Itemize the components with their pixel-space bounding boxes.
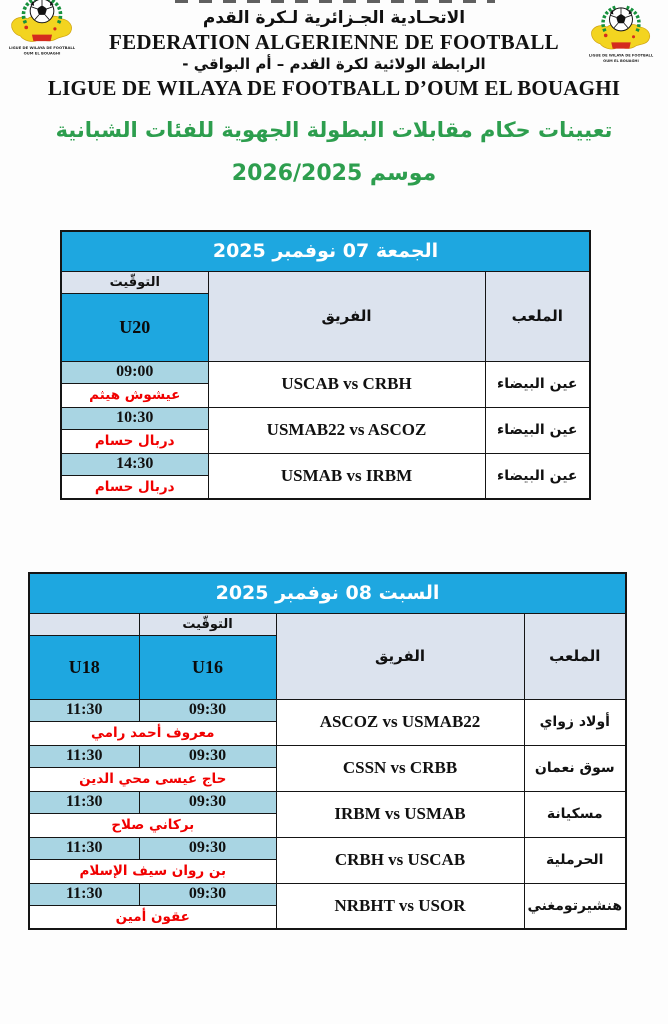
day-header: السبت 08 نوفمبر 2025 <box>28 572 627 614</box>
kickoff-time-cell: 10:30 <box>60 406 209 430</box>
table-row: 11:30 09:30 IRBM vs USMAB مسكيانة <box>28 790 627 838</box>
stadium-cell: عين البيضاء <box>484 360 591 408</box>
category-cell-u20: U20 <box>60 292 209 362</box>
table-row: 14:30 USMAB vs IRBM عين البيضاء <box>60 452 591 500</box>
federation-name-french: FEDERATION ALGERIENNE DE FOOTBALL <box>108 29 559 54</box>
referee-name-cell: عقون أمين <box>28 904 277 930</box>
table-row: 11:30 09:30 CSSN vs CRBB سوق نعمان <box>28 744 627 792</box>
federation-name-arabic: الاتحـادية الجـزائرية لـكرة القدم <box>202 8 466 28</box>
stadium-header-cell: الملعب <box>523 612 627 700</box>
kickoff-time-cell-u18: 11:30 <box>28 836 140 860</box>
table-row: حاج عيسى محي الدين <box>28 766 626 792</box>
stadium-cell: عين البيضاء <box>484 452 591 500</box>
match-cell: USMAB vs IRBM <box>207 452 486 500</box>
referee-name-cell: بن روان سيف الإسلام <box>28 858 277 884</box>
referee-name-cell: دربال حسام <box>60 428 209 454</box>
stadium-cell: عين البيضاء <box>484 406 591 454</box>
ligue-name-arabic: الرابطة الولائية لكرة القدم – أم البواقي… <box>182 55 486 74</box>
schedule-table-saturday: السبت 08 نوفمبر 2025 التوقّيت الفريق الم… <box>28 572 628 931</box>
referee-name-cell: عيشوش هيثم <box>60 382 209 408</box>
kickoff-time-cell-u18: 11:30 <box>28 744 140 768</box>
stadium-cell: هنشيرتومغني <box>523 882 627 930</box>
table-row: U20 <box>60 292 590 362</box>
table-row: التوقّيت الفريق الملعب <box>28 612 627 700</box>
referee-name-cell: معروف أحمد رامي <box>28 720 277 746</box>
kickoff-time-cell-u16: 09:30 <box>138 744 277 768</box>
kickoff-time-cell-u18: 11:30 <box>28 698 140 722</box>
team-header-cell: الفريق <box>275 612 525 700</box>
stadium-cell: أولاد زواي <box>523 698 627 746</box>
kickoff-time-cell-u16: 09:30 <box>138 882 277 906</box>
referee-name-cell: حاج عيسى محي الدين <box>28 766 277 792</box>
kickoff-time-cell: 09:00 <box>60 360 209 384</box>
league-logo-right <box>586 2 656 66</box>
match-cell: ASCOZ vs USMAB22 <box>275 698 525 746</box>
table-row: التوقّيت الفريق الملعب <box>60 270 591 362</box>
stadium-cell: سوق نعمان <box>523 744 627 792</box>
league-logo-left <box>6 0 78 59</box>
table-row: 10:30 USMAB22 vs ASCOZ عين البيضاء <box>60 406 591 454</box>
category-cell-u16: U16 <box>138 634 277 700</box>
clipped-top-text-remnant <box>175 0 495 3</box>
stadium-header-cell: الملعب <box>484 270 591 362</box>
table-row: عقون أمين <box>28 904 626 930</box>
kickoff-time-cell-u18: 11:30 <box>28 790 140 814</box>
table-row: بركاني صلاح <box>28 812 626 838</box>
ligue-name-french: LIGUE DE WILAYA DE FOOTBALL D’OUM EL BOU… <box>47 75 621 100</box>
referee-name-cell: دربال حسام <box>60 474 209 500</box>
kickoff-time-cell-u16: 09:30 <box>138 698 277 722</box>
category-cell-u18: U18 <box>28 634 140 700</box>
table-row: 11:30 09:30 NRBHT vs USOR هنشيرتومغني <box>28 882 627 930</box>
day-header: الجمعة 07 نوفمبر 2025 <box>60 230 591 272</box>
page-title: تعيينات حكام مقابلات البطولة الجهوية للف… <box>55 118 613 143</box>
referee-name-cell: بركاني صلاح <box>28 812 277 838</box>
kickoff-time-cell-u18: 11:30 <box>28 882 140 906</box>
kickoff-time-cell-u16: 09:30 <box>138 790 277 814</box>
table-row: 11:30 09:30 ASCOZ vs USMAB22 أولاد زواي <box>28 698 627 746</box>
kickoff-time-cell-u16: 09:30 <box>138 836 277 860</box>
timing-header-cell: التوقّيت <box>60 270 209 294</box>
table-row: معروف أحمد رامي <box>28 720 626 746</box>
match-cell: CRBH vs USCAB <box>275 836 525 884</box>
table-row: الجمعة 07 نوفمبر 2025 <box>60 230 591 272</box>
season-subtitle: موسم 2026/2025 <box>231 161 437 187</box>
kickoff-time-cell: 14:30 <box>60 452 209 476</box>
match-cell: CSSN vs CRBB <box>275 744 525 792</box>
table-row: السبت 08 نوفمبر 2025 <box>28 572 627 614</box>
stadium-cell: مسكيانة <box>523 790 627 838</box>
timing-header-cell: التوقّيت <box>138 612 277 636</box>
schedule-table-friday: الجمعة 07 نوفمبر 2025 التوقّيت الفريق ال… <box>60 230 592 501</box>
match-cell: NRBHT vs USOR <box>275 882 525 930</box>
team-header-cell: الفريق <box>207 270 486 362</box>
table-row: 09:00 USCAB vs CRBH عين البيضاء <box>60 360 591 408</box>
match-cell: USCAB vs CRBH <box>207 360 486 408</box>
match-cell: IRBM vs USMAB <box>275 790 525 838</box>
table-row: U18 U16 <box>28 634 626 700</box>
table-row: بن روان سيف الإسلام <box>28 858 626 884</box>
stadium-cell: الحرملية <box>523 836 627 884</box>
match-cell: USMAB22 vs ASCOZ <box>207 406 486 454</box>
empty-header-cell <box>28 612 140 636</box>
table-row: 11:30 09:30 CRBH vs USCAB الحرملية <box>28 836 627 884</box>
table-row: دربال حسام <box>60 474 590 500</box>
